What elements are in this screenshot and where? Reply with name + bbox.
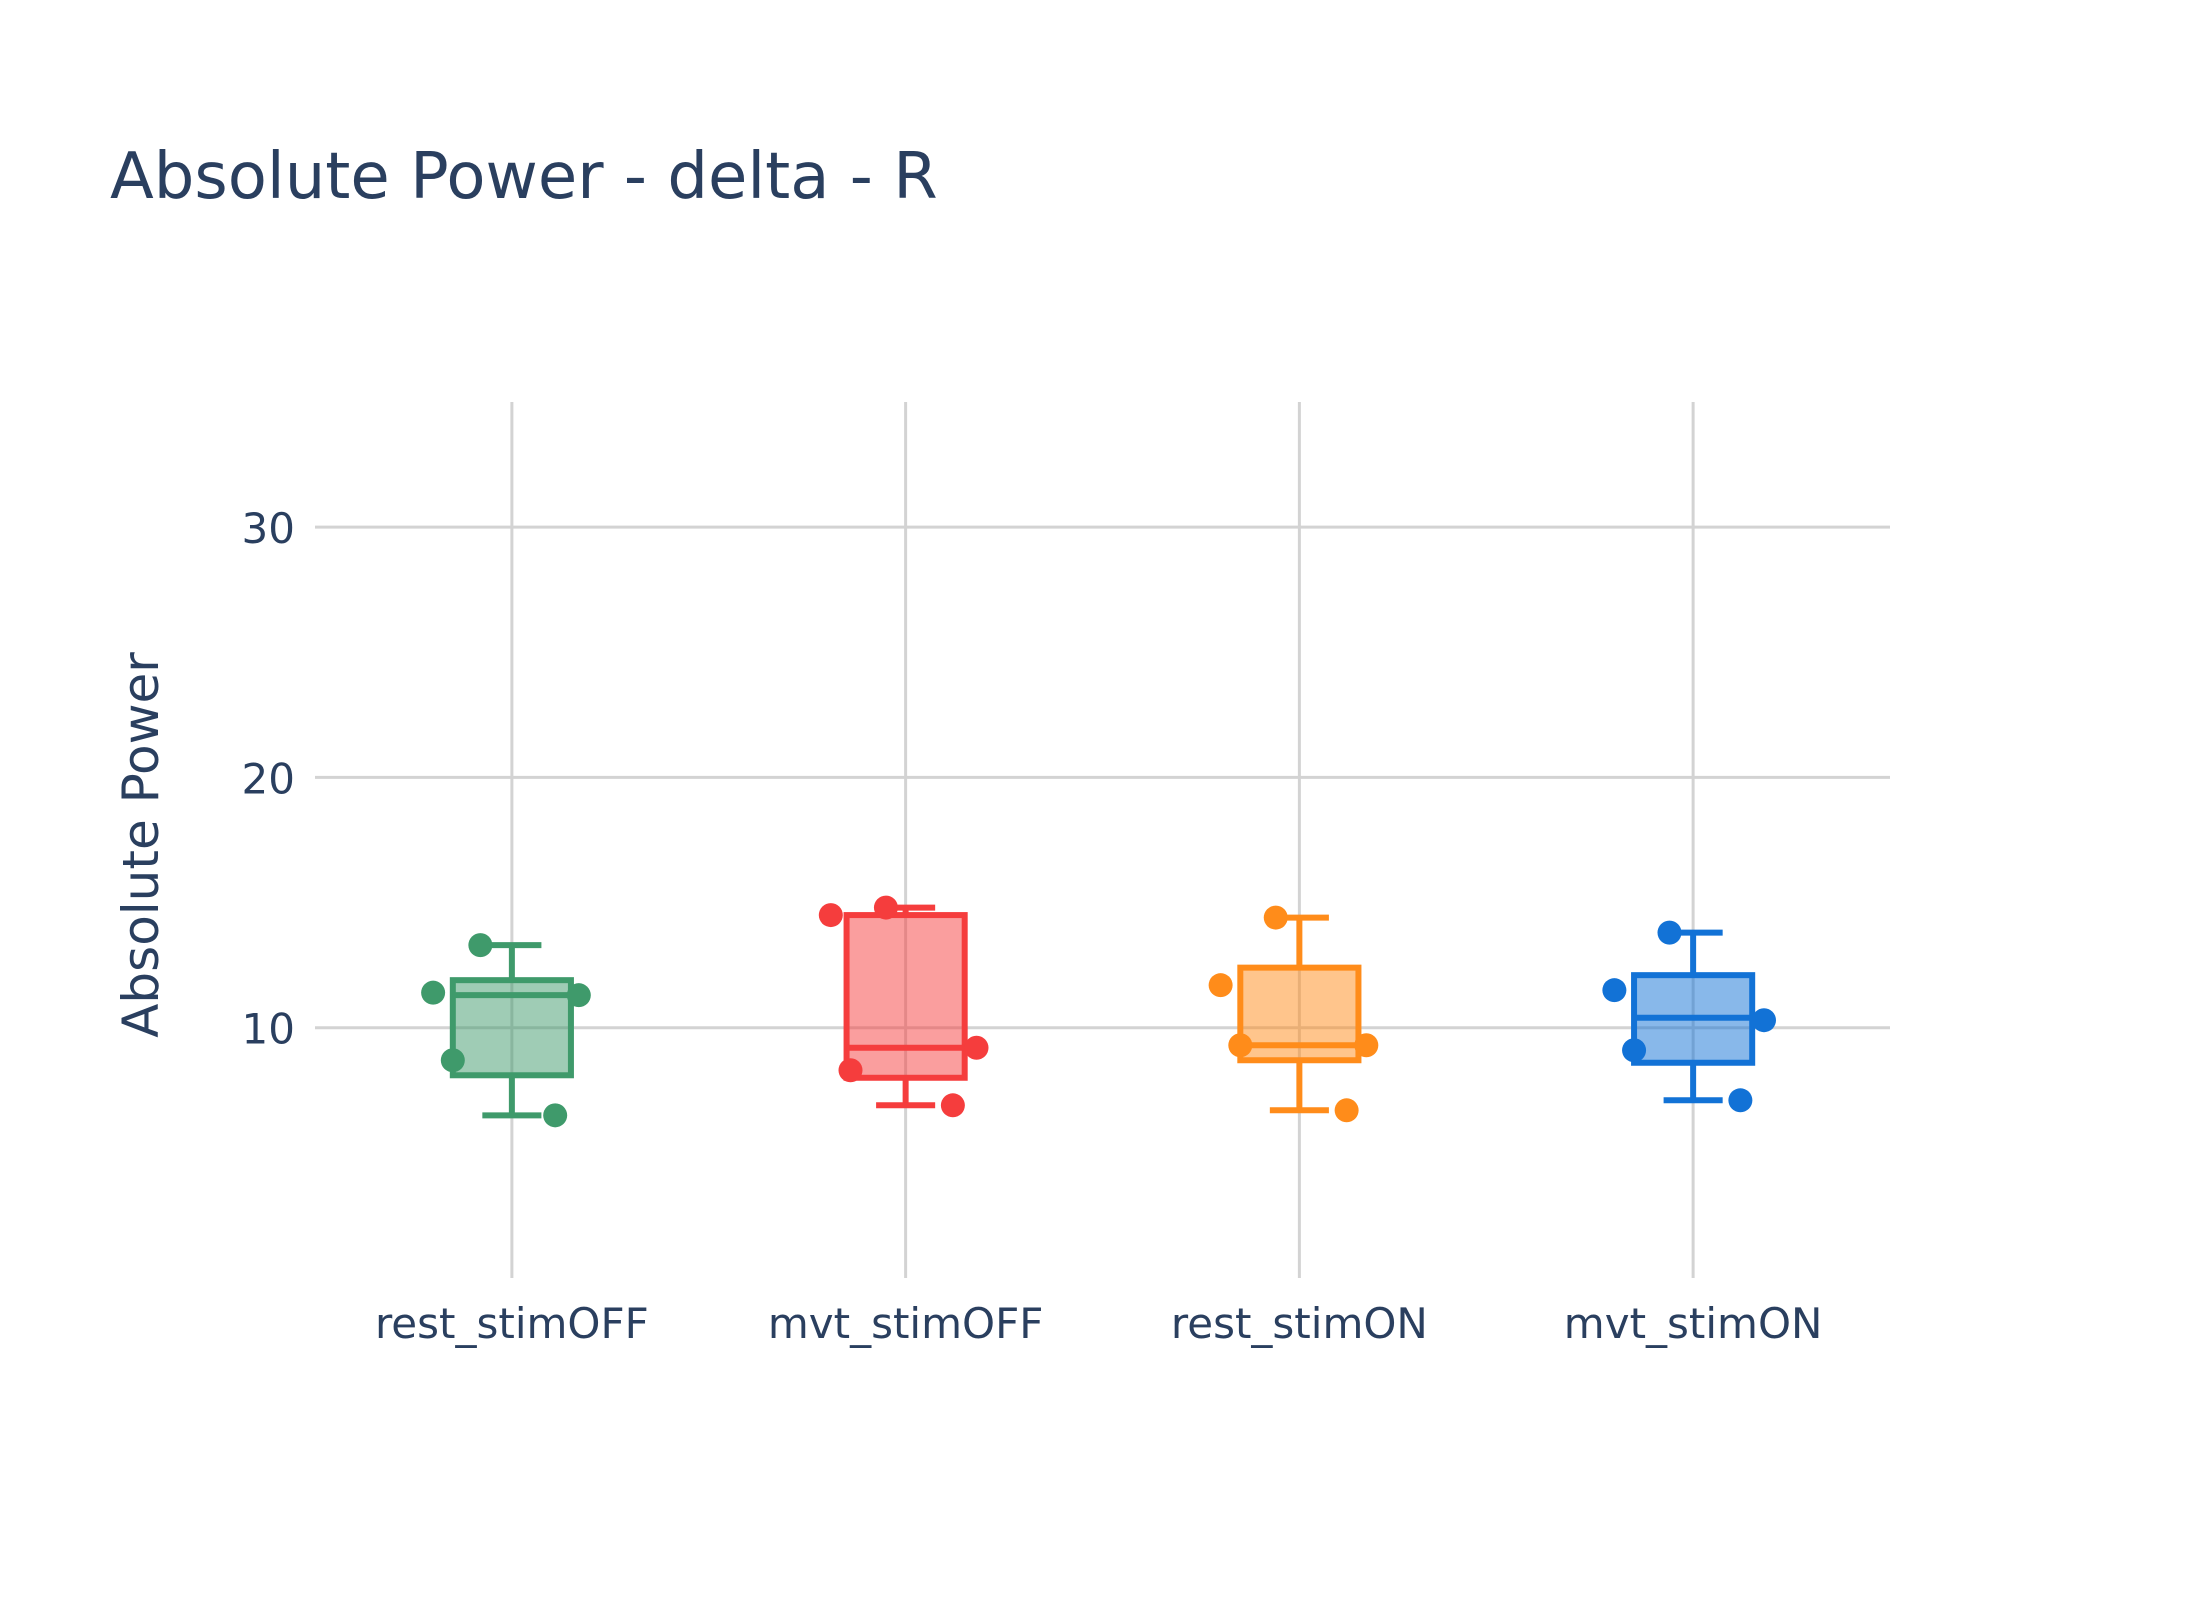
x-axis-ticks: rest_stimOFF mvt_stimOFF rest_stimON mvt_st… — [375, 1299, 1823, 1348]
data-point — [964, 1035, 989, 1060]
y-axis-ticks: 10 20 30 — [242, 504, 295, 1054]
data-point — [1263, 905, 1288, 930]
data-point — [873, 895, 898, 920]
y-axis-label: Absolute Power — [112, 652, 170, 1038]
data-point — [1622, 1038, 1647, 1063]
data-point — [1208, 973, 1233, 998]
chart-title: Absolute Power - delta - R — [110, 140, 938, 214]
data-point — [543, 1103, 568, 1128]
data-point — [1602, 978, 1627, 1003]
x-tick-label: rest_stimON — [1171, 1299, 1428, 1348]
box-series — [421, 895, 1776, 1128]
box-rest_stimOFF — [421, 933, 591, 1128]
data-point — [440, 1048, 465, 1073]
data-point — [421, 980, 446, 1005]
iqr-box — [843, 912, 968, 1081]
grid-lines — [315, 402, 1890, 1278]
data-point — [940, 1093, 965, 1118]
data-point — [1354, 1033, 1379, 1058]
box-mvt_stimOFF — [818, 895, 989, 1118]
x-tick-label: mvt_stimON — [1564, 1299, 1823, 1348]
data-point — [1334, 1098, 1359, 1123]
data-point — [1728, 1088, 1753, 1113]
box-rest_stimON — [1208, 905, 1379, 1123]
data-point — [838, 1058, 863, 1083]
y-tick-label: 30 — [242, 504, 295, 553]
x-tick-label: mvt_stimOFF — [768, 1299, 1044, 1348]
x-tick-label: rest_stimOFF — [375, 1299, 649, 1348]
y-tick-label: 20 — [242, 754, 295, 803]
data-point — [1228, 1033, 1253, 1058]
data-point — [468, 933, 493, 958]
y-tick-label: 10 — [242, 1005, 295, 1054]
data-point — [818, 903, 843, 928]
box-mvt_stimON — [1602, 920, 1776, 1113]
data-point — [1657, 920, 1682, 945]
data-point — [1752, 1008, 1776, 1033]
data-point — [566, 983, 591, 1008]
